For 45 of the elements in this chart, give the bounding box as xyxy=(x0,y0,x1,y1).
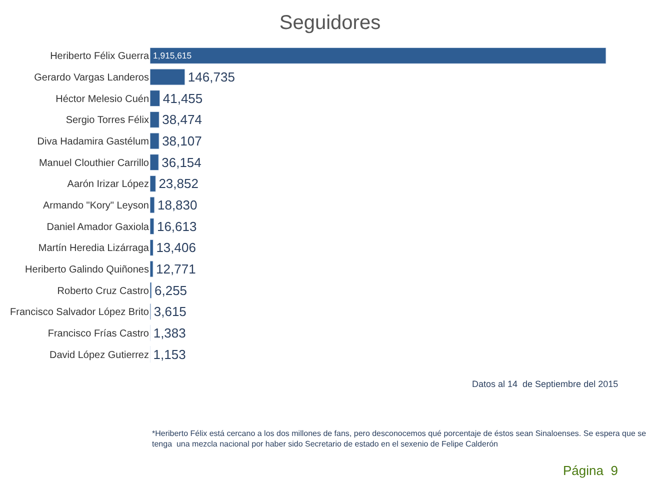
data-label: 1,383 xyxy=(153,326,186,340)
data-label: 12,771 xyxy=(156,262,196,276)
chart-title: Seguidores xyxy=(279,12,381,34)
y-tick-label: Gerardo Vargas Landeros xyxy=(34,72,149,84)
bar xyxy=(150,132,160,150)
y-tick-label: David López Gutierrez xyxy=(50,350,149,361)
bar xyxy=(150,196,155,214)
data-label: 23,852 xyxy=(158,176,198,192)
y-tick-label: Héctor Melesio Cuén xyxy=(56,94,149,105)
y-tick-label: Francisco Frías Castro xyxy=(48,328,150,340)
data-label: 41,455 xyxy=(162,90,203,106)
data-label: 146,735 xyxy=(188,70,235,84)
bar xyxy=(150,47,606,64)
y-tick-label: Armando "Kory" Leyson xyxy=(42,200,149,212)
data-label: 1,915,615 xyxy=(153,50,192,61)
bar xyxy=(150,175,156,192)
y-tick-label: Martín Heredia Lizárraga xyxy=(38,243,150,254)
bar xyxy=(150,90,160,107)
bar xyxy=(150,154,159,171)
y-tick-label: Francisco Salvador López Brito xyxy=(10,307,150,318)
data-label: 13,406 xyxy=(156,240,196,256)
bar xyxy=(150,68,186,86)
y-tick-label: Aarón Irizar López xyxy=(67,179,149,190)
bar xyxy=(150,260,154,278)
data-label: 1,153 xyxy=(153,346,186,362)
data-label: 3,615 xyxy=(154,304,186,320)
bar xyxy=(150,239,154,256)
data-label: 38,474 xyxy=(162,112,202,128)
y-tick-label: Diva Hadamira Gastélum xyxy=(37,136,149,148)
data-label: 36,154 xyxy=(162,154,202,170)
text: Página 9 xyxy=(563,463,618,478)
y-tick-label: Daniel Amador Gaxiola xyxy=(46,222,150,233)
y-tick-label: Heriberto Galindo Quiñones xyxy=(25,264,149,276)
y-tick-label: Manuel Clouthier Carrillo xyxy=(38,158,150,169)
text: Datos al 14 de Septiembre del 2015 xyxy=(472,379,618,389)
bar xyxy=(150,218,154,235)
data-label: 38,107 xyxy=(162,134,202,148)
y-tick-label: Roberto Cruz Castro xyxy=(57,286,150,297)
bar xyxy=(150,111,160,128)
y-tick-label: Heriberto Félix Guerra xyxy=(50,51,150,62)
y-tick-label: Sergio Torres Félix xyxy=(66,115,149,126)
data-label: 6,255 xyxy=(154,282,188,298)
data-label: 18,830 xyxy=(157,198,198,212)
data-label: 16,613 xyxy=(156,218,197,234)
text: *Heriberto Félix está cercano a los dos millones de fans, pero desconocemos qué porcentaje de éstos sean Sinaloenses. Se espera que se tenga una mezcla nacional por haber sido Secretario de estado en el sexenio de Felipe Calderón xyxy=(152,429,647,448)
